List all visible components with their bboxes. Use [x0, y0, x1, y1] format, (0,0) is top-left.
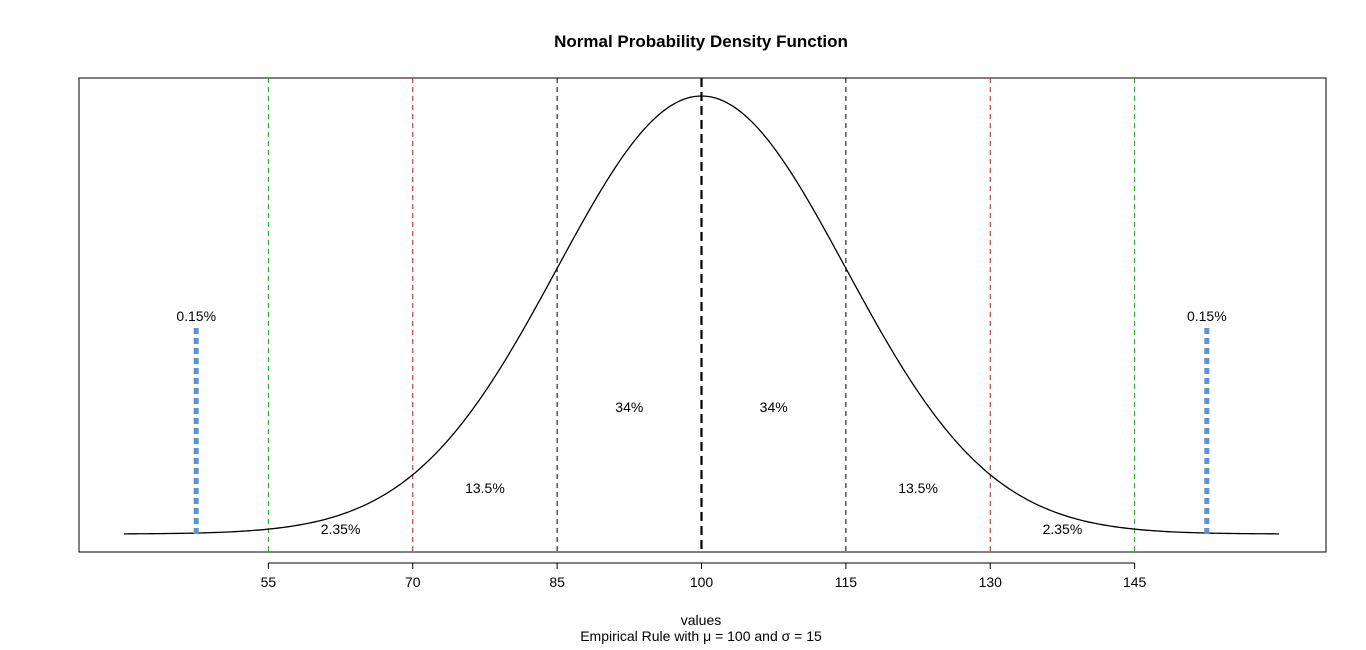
x-axis: 55 70 85 100 115 130 145: [261, 562, 1147, 590]
region-label-6: 2.35%: [1043, 521, 1083, 537]
tail-markers: 0.15% 0.15%: [176, 308, 1227, 534]
region-label-1: 2.35%: [321, 521, 361, 537]
x-tick-label-145: 145: [1123, 574, 1147, 590]
region-label-3: 34%: [615, 399, 643, 415]
x-tick-label-70: 70: [405, 574, 421, 590]
tail-marker-label-2: 0.15%: [1187, 308, 1227, 324]
density-curve: [123, 95, 1280, 535]
region-label-4: 34%: [760, 399, 788, 415]
x-axis-label: values: [681, 612, 721, 628]
x-tick-label-130: 130: [979, 574, 1003, 590]
tail-marker-label-1: 0.15%: [176, 308, 216, 324]
x-tick-label-100: 100: [690, 574, 714, 590]
x-tick-label-115: 115: [835, 574, 858, 590]
region-label-2: 13.5%: [465, 480, 505, 496]
chart-title: Normal Probability Density Function: [554, 32, 848, 51]
reference-lines: [267, 78, 1136, 552]
x-tick-label-85: 85: [549, 574, 565, 590]
x-tick-label-55: 55: [261, 574, 277, 590]
region-labels: 2.35% 13.5% 34% 34% 13.5% 2.35%: [321, 399, 1083, 537]
region-label-5: 13.5%: [898, 480, 938, 496]
chart-subtitle: Empirical Rule with μ = 100 and σ = 15: [580, 628, 822, 644]
